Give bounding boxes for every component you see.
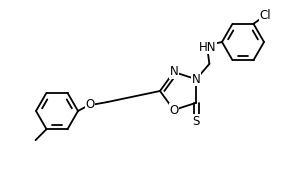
Text: Cl: Cl <box>260 9 272 22</box>
Text: O: O <box>86 98 95 111</box>
Text: N: N <box>169 66 178 79</box>
Text: N: N <box>192 73 200 86</box>
Text: S: S <box>192 115 200 128</box>
Text: O: O <box>169 104 178 117</box>
Text: HN: HN <box>198 41 216 54</box>
